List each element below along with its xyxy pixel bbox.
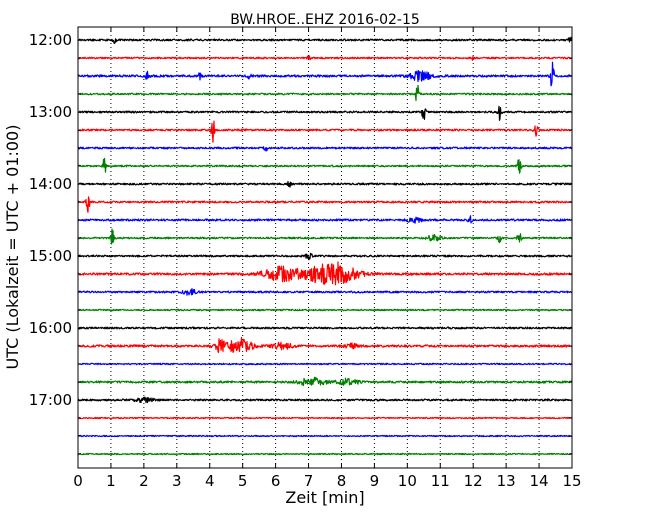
trace-line-1500 [77,252,573,261]
grid-lines [110,27,540,468]
trace-line-1745 [77,452,573,456]
y-tick-label: 16:00 [29,319,72,337]
trace-line-1330 [77,146,573,152]
x-tick-label: 14 [530,472,549,490]
trace-line-1345 [77,157,573,174]
x-tick-label: 5 [238,472,248,490]
y-tick-label: 13:00 [29,103,72,121]
trace-line-1515 [77,261,573,286]
x-tick-label: 6 [271,472,281,490]
x-tick-label: 12 [464,472,483,490]
trace-line-1715 [77,416,573,420]
trace-line-1615 [77,336,573,354]
y-tick-label: 12:00 [29,31,72,49]
x-tick-label: 3 [172,472,182,490]
trace-line-1245 [77,84,573,102]
x-tick-label: 0 [73,472,83,490]
plot-frame [77,26,573,469]
trace-line-1530 [77,288,573,296]
x-tick-label: 4 [205,472,215,490]
trace-line-1630 [77,362,573,366]
trace-line-1730 [77,434,573,438]
trace-line-1230 [77,61,573,87]
x-tick-label: 15 [562,472,581,490]
x-tick-label: 2 [139,472,149,490]
trace-line-1545 [77,308,573,312]
x-tick-label: 8 [337,472,347,490]
x-tick-label: 10 [398,472,417,490]
trace-line-1645 [77,376,573,387]
trace-line-1300 [77,105,573,121]
y-axis-label: UTC (Lokalzeit = UTC + 01:00) [3,125,22,370]
trace-line-1700 [77,396,573,404]
trace-line-1315 [77,120,573,143]
x-axis-label: Zeit [min] [285,488,364,507]
trace-line-1400 [77,180,573,188]
trace-line-1215 [77,55,573,61]
trace-line-1445 [77,228,573,245]
chart-title: BW.HROE..EHZ 2016-02-15 [230,12,420,28]
x-tick-label: 13 [497,472,516,490]
trace-line-1600 [77,326,573,330]
trace-line-1200 [77,36,573,45]
y-tick-label: 17:00 [29,391,72,409]
trace-line-1415 [77,196,573,213]
trace-line-1430 [77,215,573,224]
x-tick-label: 11 [431,472,450,490]
x-tick-label: 7 [304,472,314,490]
y-tick-label: 14:00 [29,175,72,193]
x-tick-label: 9 [370,472,380,490]
y-tick-label: 15:00 [29,247,72,265]
x-tick-label: 1 [106,472,116,490]
trace-lines [77,36,573,456]
axis-ticks: 0 1 2 3 4 5 6 7 8 9 10 11 12 13 14 1512:0013:0014:0015:… [29,27,582,490]
